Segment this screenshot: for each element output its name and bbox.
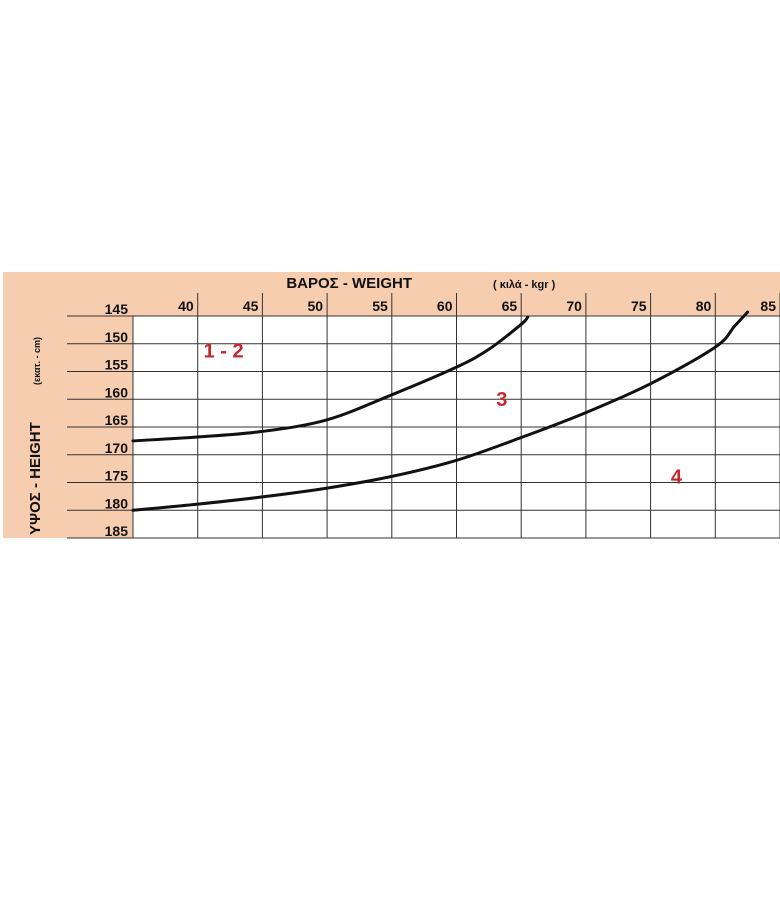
boundary-curve-2 [131, 310, 750, 512]
x-tick-label: 75 [631, 298, 647, 314]
x-tick-label: 60 [437, 298, 453, 314]
y-tick-label: 180 [105, 495, 129, 511]
boundary-curves [131, 310, 750, 512]
tick-labels: 40 45 50 55 60 65 70 75 80 85 145 150 155 160 165 170 17… [105, 298, 777, 539]
y-tick-label: 150 [105, 329, 129, 345]
x-tick-label: 55 [372, 298, 388, 314]
x-tick-label: 45 [243, 298, 259, 314]
boundary-curve-1 [131, 315, 530, 443]
x-tick-label: 80 [696, 298, 712, 314]
zone-label-1: 1 - 2 [204, 341, 244, 363]
y-tick-label: 185 [105, 523, 129, 539]
y-tick-label: 160 [105, 384, 129, 400]
y-tick-label: 175 [105, 468, 129, 484]
x-tick-label: 85 [760, 298, 776, 314]
x-axis-title: ΒΑΡΟΣ - WEIGHT [286, 275, 412, 292]
zone-label-2: 3 [496, 389, 507, 411]
x-tick-label: 70 [566, 298, 582, 314]
x-tick-label: 50 [308, 298, 324, 314]
y-axis-title: ΥΨΟΣ - HEIGHT [27, 422, 44, 535]
y-axis-unit: (εκατ. - cm) [32, 337, 42, 385]
y-tick-label: 155 [105, 357, 129, 373]
y-tick-label: 145 [105, 301, 129, 317]
x-tick-label: 65 [502, 298, 518, 314]
y-tick-label: 165 [105, 412, 129, 428]
y-tick-label: 170 [105, 440, 129, 456]
zone-label-3: 4 [671, 467, 683, 489]
x-tick-label: 40 [178, 298, 194, 314]
x-axis-unit: ( κιλά - kgr ) [493, 279, 556, 291]
zone-labels: 1 - 2 3 4 [204, 341, 683, 489]
grid-lines [67, 293, 780, 539]
